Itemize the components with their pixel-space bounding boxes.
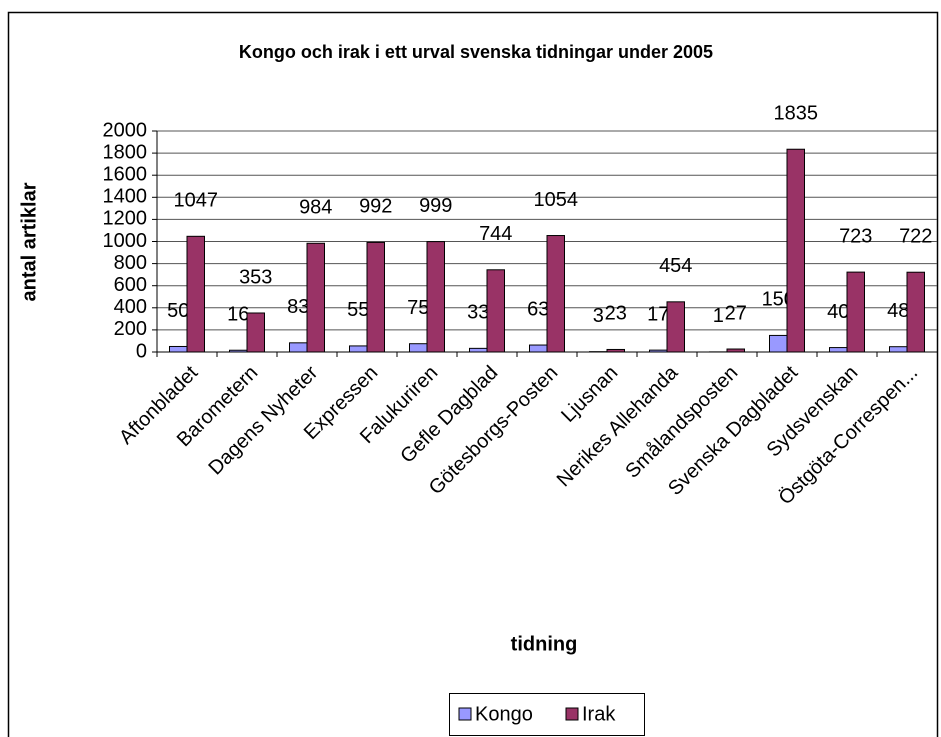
bar: [469, 347, 488, 353]
y-tick-label: 400: [114, 296, 147, 318]
bar: [846, 271, 865, 353]
value-label: 984: [299, 197, 332, 219]
bar: [349, 345, 368, 353]
value-label: 48: [887, 300, 909, 322]
y-tick-label: 1000: [103, 230, 148, 252]
value-label: 17: [647, 303, 669, 325]
y-axis-title: antal artiklar: [18, 182, 40, 301]
bar: [829, 347, 848, 353]
bar: [229, 349, 248, 353]
legend-label: Irak: [582, 703, 616, 725]
value-label: 3: [593, 305, 604, 327]
y-tick-label: 1800: [103, 141, 148, 163]
legend-label: Kongo: [475, 703, 533, 725]
value-label: 722: [899, 226, 932, 248]
bar: [769, 334, 788, 353]
y-tick-label: 0: [136, 340, 147, 362]
y-tick-label: 800: [114, 252, 147, 274]
bar: [649, 349, 668, 353]
value-label: 23: [605, 303, 627, 325]
bar: [486, 269, 505, 353]
value-label: 744: [479, 223, 512, 245]
chart-title: Kongo och irak i ett urval svenska tidni…: [239, 42, 713, 62]
value-label: 1835: [774, 103, 819, 125]
value-label: 33: [467, 302, 489, 324]
value-label: 40: [827, 301, 849, 323]
bar: [889, 346, 908, 353]
bar: [306, 242, 325, 353]
bar: [426, 241, 445, 353]
bar: [186, 235, 205, 353]
value-label: 83: [287, 296, 309, 318]
value-label: 63: [527, 298, 549, 320]
value-label: 75: [407, 297, 429, 319]
value-label: 1: [713, 305, 724, 327]
value-label: 999: [419, 195, 452, 217]
legend-swatch: [565, 707, 579, 721]
bar: [529, 344, 548, 353]
x-axis-title: tidning: [511, 633, 578, 655]
y-tick-label: 200: [114, 318, 147, 340]
bar: [786, 148, 805, 353]
bar: [546, 235, 565, 353]
value-label: 55: [347, 299, 369, 321]
value-label: 16: [227, 304, 249, 326]
value-label: 27: [725, 302, 747, 324]
y-tick-label: 1200: [103, 208, 148, 230]
value-label: 353: [239, 266, 272, 288]
bar: [906, 271, 925, 353]
bar: [606, 348, 625, 353]
value-label: 454: [659, 255, 692, 277]
value-label: 1047: [174, 190, 219, 212]
bar: [169, 345, 188, 353]
value-label: 50: [167, 300, 189, 322]
value-label: 1054: [534, 189, 579, 211]
bar: [289, 342, 308, 353]
value-label: 723: [839, 225, 872, 247]
bar: [666, 301, 685, 353]
value-label: 992: [359, 196, 392, 218]
y-tick-label: 1600: [103, 163, 148, 185]
y-tick-label: 1400: [103, 186, 148, 208]
bar: [246, 312, 265, 353]
chart-frame: [7, 11, 939, 737]
legend-swatch: [458, 707, 472, 721]
bar: [409, 343, 428, 353]
bar: [366, 241, 385, 353]
bar: [726, 348, 745, 353]
y-tick-label: 600: [114, 274, 147, 296]
y-tick-label: 2000: [103, 119, 148, 141]
legend-box: [449, 693, 645, 736]
